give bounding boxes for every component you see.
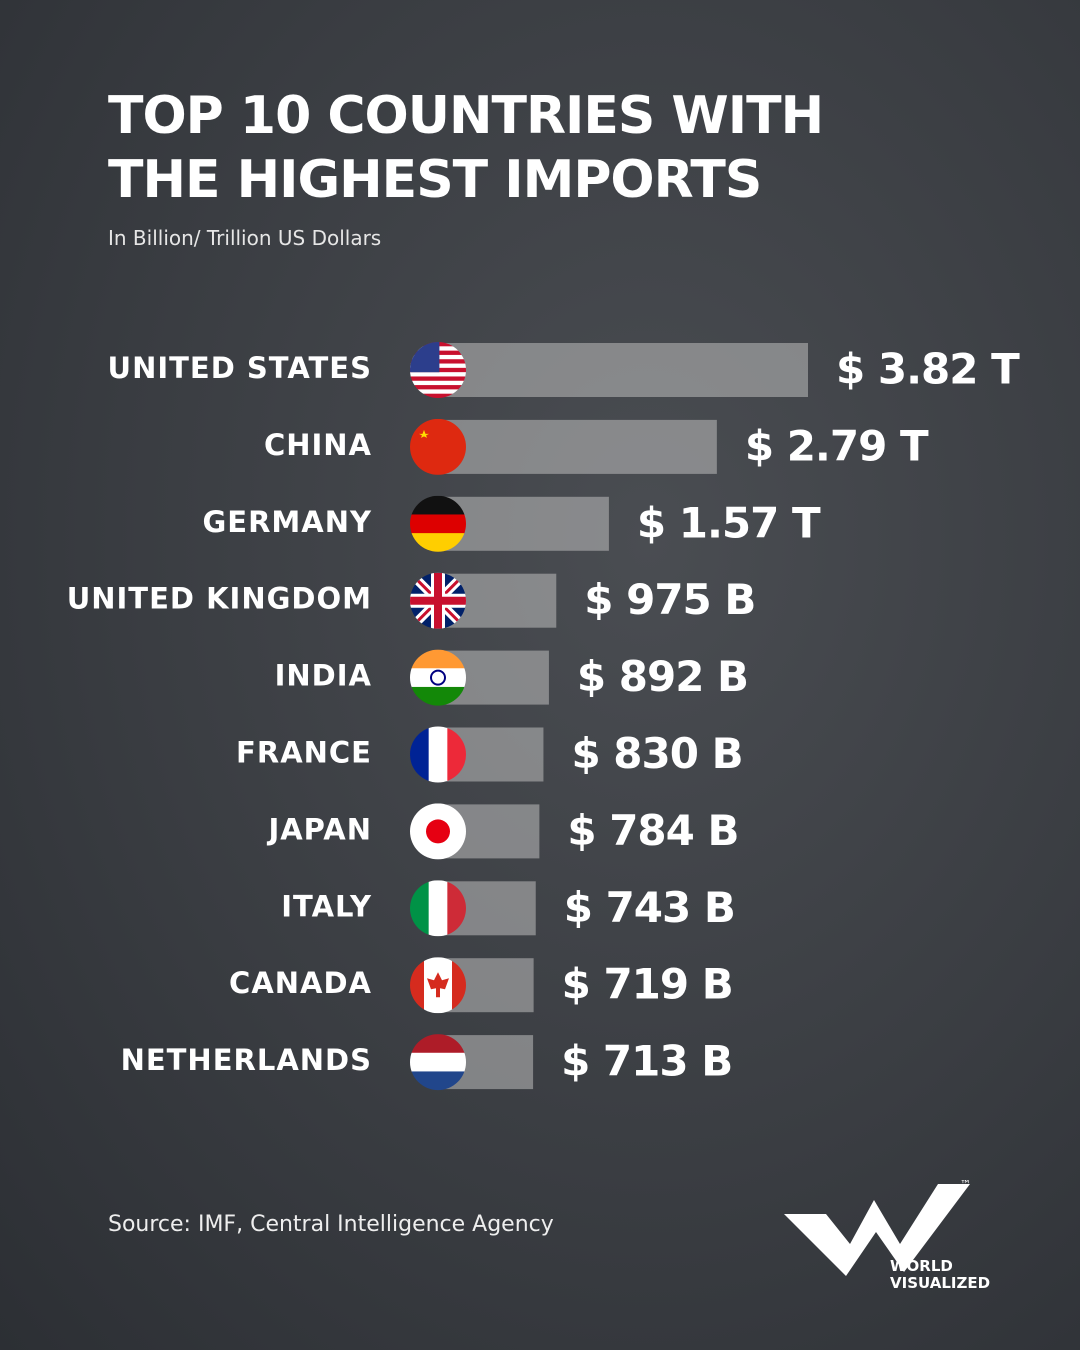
category-label: NETHERLANDS	[121, 1043, 372, 1077]
category-label: INDIA	[275, 659, 372, 693]
brand-line: VISUALIZED	[890, 1274, 991, 1292]
category-label: GERMANY	[202, 505, 372, 539]
flag-part	[426, 819, 450, 844]
flag-part	[410, 572, 466, 629]
category-label: UNITED STATES	[108, 351, 372, 385]
flag	[410, 880, 466, 937]
value-label: $ 784 B	[567, 806, 738, 855]
chart-subtitle: In Billion/ Trillion US Dollars	[108, 226, 382, 250]
flag-part	[410, 514, 466, 534]
value-label: $ 713 B	[561, 1037, 732, 1086]
flag	[410, 495, 466, 552]
flag-part	[410, 495, 466, 515]
flag-part	[410, 385, 466, 390]
category-label: FRANCE	[236, 736, 372, 770]
flag	[410, 726, 466, 783]
flag-part	[410, 649, 466, 669]
flag-part	[410, 376, 466, 382]
value-label: $ 1.57 T	[637, 498, 821, 547]
value-label: $ 2.79 T	[745, 421, 929, 470]
brand: WORLD VISUALIZED	[890, 1258, 990, 1292]
chart-title: TOP 10 COUNTRIES WITH THE HIGHEST IMPORT…	[108, 86, 824, 210]
flag-part	[447, 880, 466, 937]
value-label: $ 719 B	[562, 960, 733, 1009]
flag-part	[410, 372, 466, 377]
flag-part	[427, 972, 449, 998]
flag-part	[410, 668, 466, 688]
flag-part	[410, 1052, 466, 1072]
flag	[410, 572, 466, 629]
bar	[438, 419, 717, 474]
category-label: CANADA	[229, 966, 372, 1000]
flag-part	[410, 418, 466, 475]
flag-part	[428, 880, 448, 937]
flag	[410, 803, 466, 860]
value-label: $ 892 B	[577, 652, 748, 701]
flag	[410, 342, 466, 398]
flag-part	[410, 686, 466, 706]
flag-part	[410, 880, 430, 937]
bar	[438, 343, 808, 397]
source: Source: IMF, Central Intelligence Agency	[108, 1212, 554, 1237]
flag-part	[410, 726, 430, 783]
value-label: $ 3.82 T	[836, 345, 1020, 394]
category-label: UNITED KINGDOM	[67, 582, 372, 616]
flag-part	[410, 380, 466, 386]
flag-part	[428, 726, 448, 783]
logo	[784, 1184, 970, 1276]
bar	[438, 496, 609, 551]
value-label: $ 975 B	[584, 575, 755, 624]
flag	[410, 1034, 466, 1091]
flag-part	[447, 726, 466, 783]
value-label: $ 743 B	[564, 883, 735, 932]
category-label: JAPAN	[266, 812, 372, 846]
category-label: CHINA	[264, 428, 372, 462]
brand-line: WORLD	[890, 1257, 953, 1275]
flag-part	[410, 1034, 466, 1054]
flag-part	[410, 957, 425, 1014]
flag-part	[419, 429, 429, 438]
flag-part	[410, 1071, 466, 1091]
flag	[410, 418, 466, 475]
flag	[410, 649, 466, 706]
trademark: ™	[960, 1178, 971, 1191]
flag-part	[430, 669, 446, 686]
category-label: ITALY	[281, 889, 372, 923]
flag-part	[410, 342, 440, 373]
flag-part	[410, 533, 466, 552]
flag-part	[410, 393, 466, 398]
value-label: $ 830 B	[571, 729, 742, 778]
flag-part	[410, 389, 466, 395]
